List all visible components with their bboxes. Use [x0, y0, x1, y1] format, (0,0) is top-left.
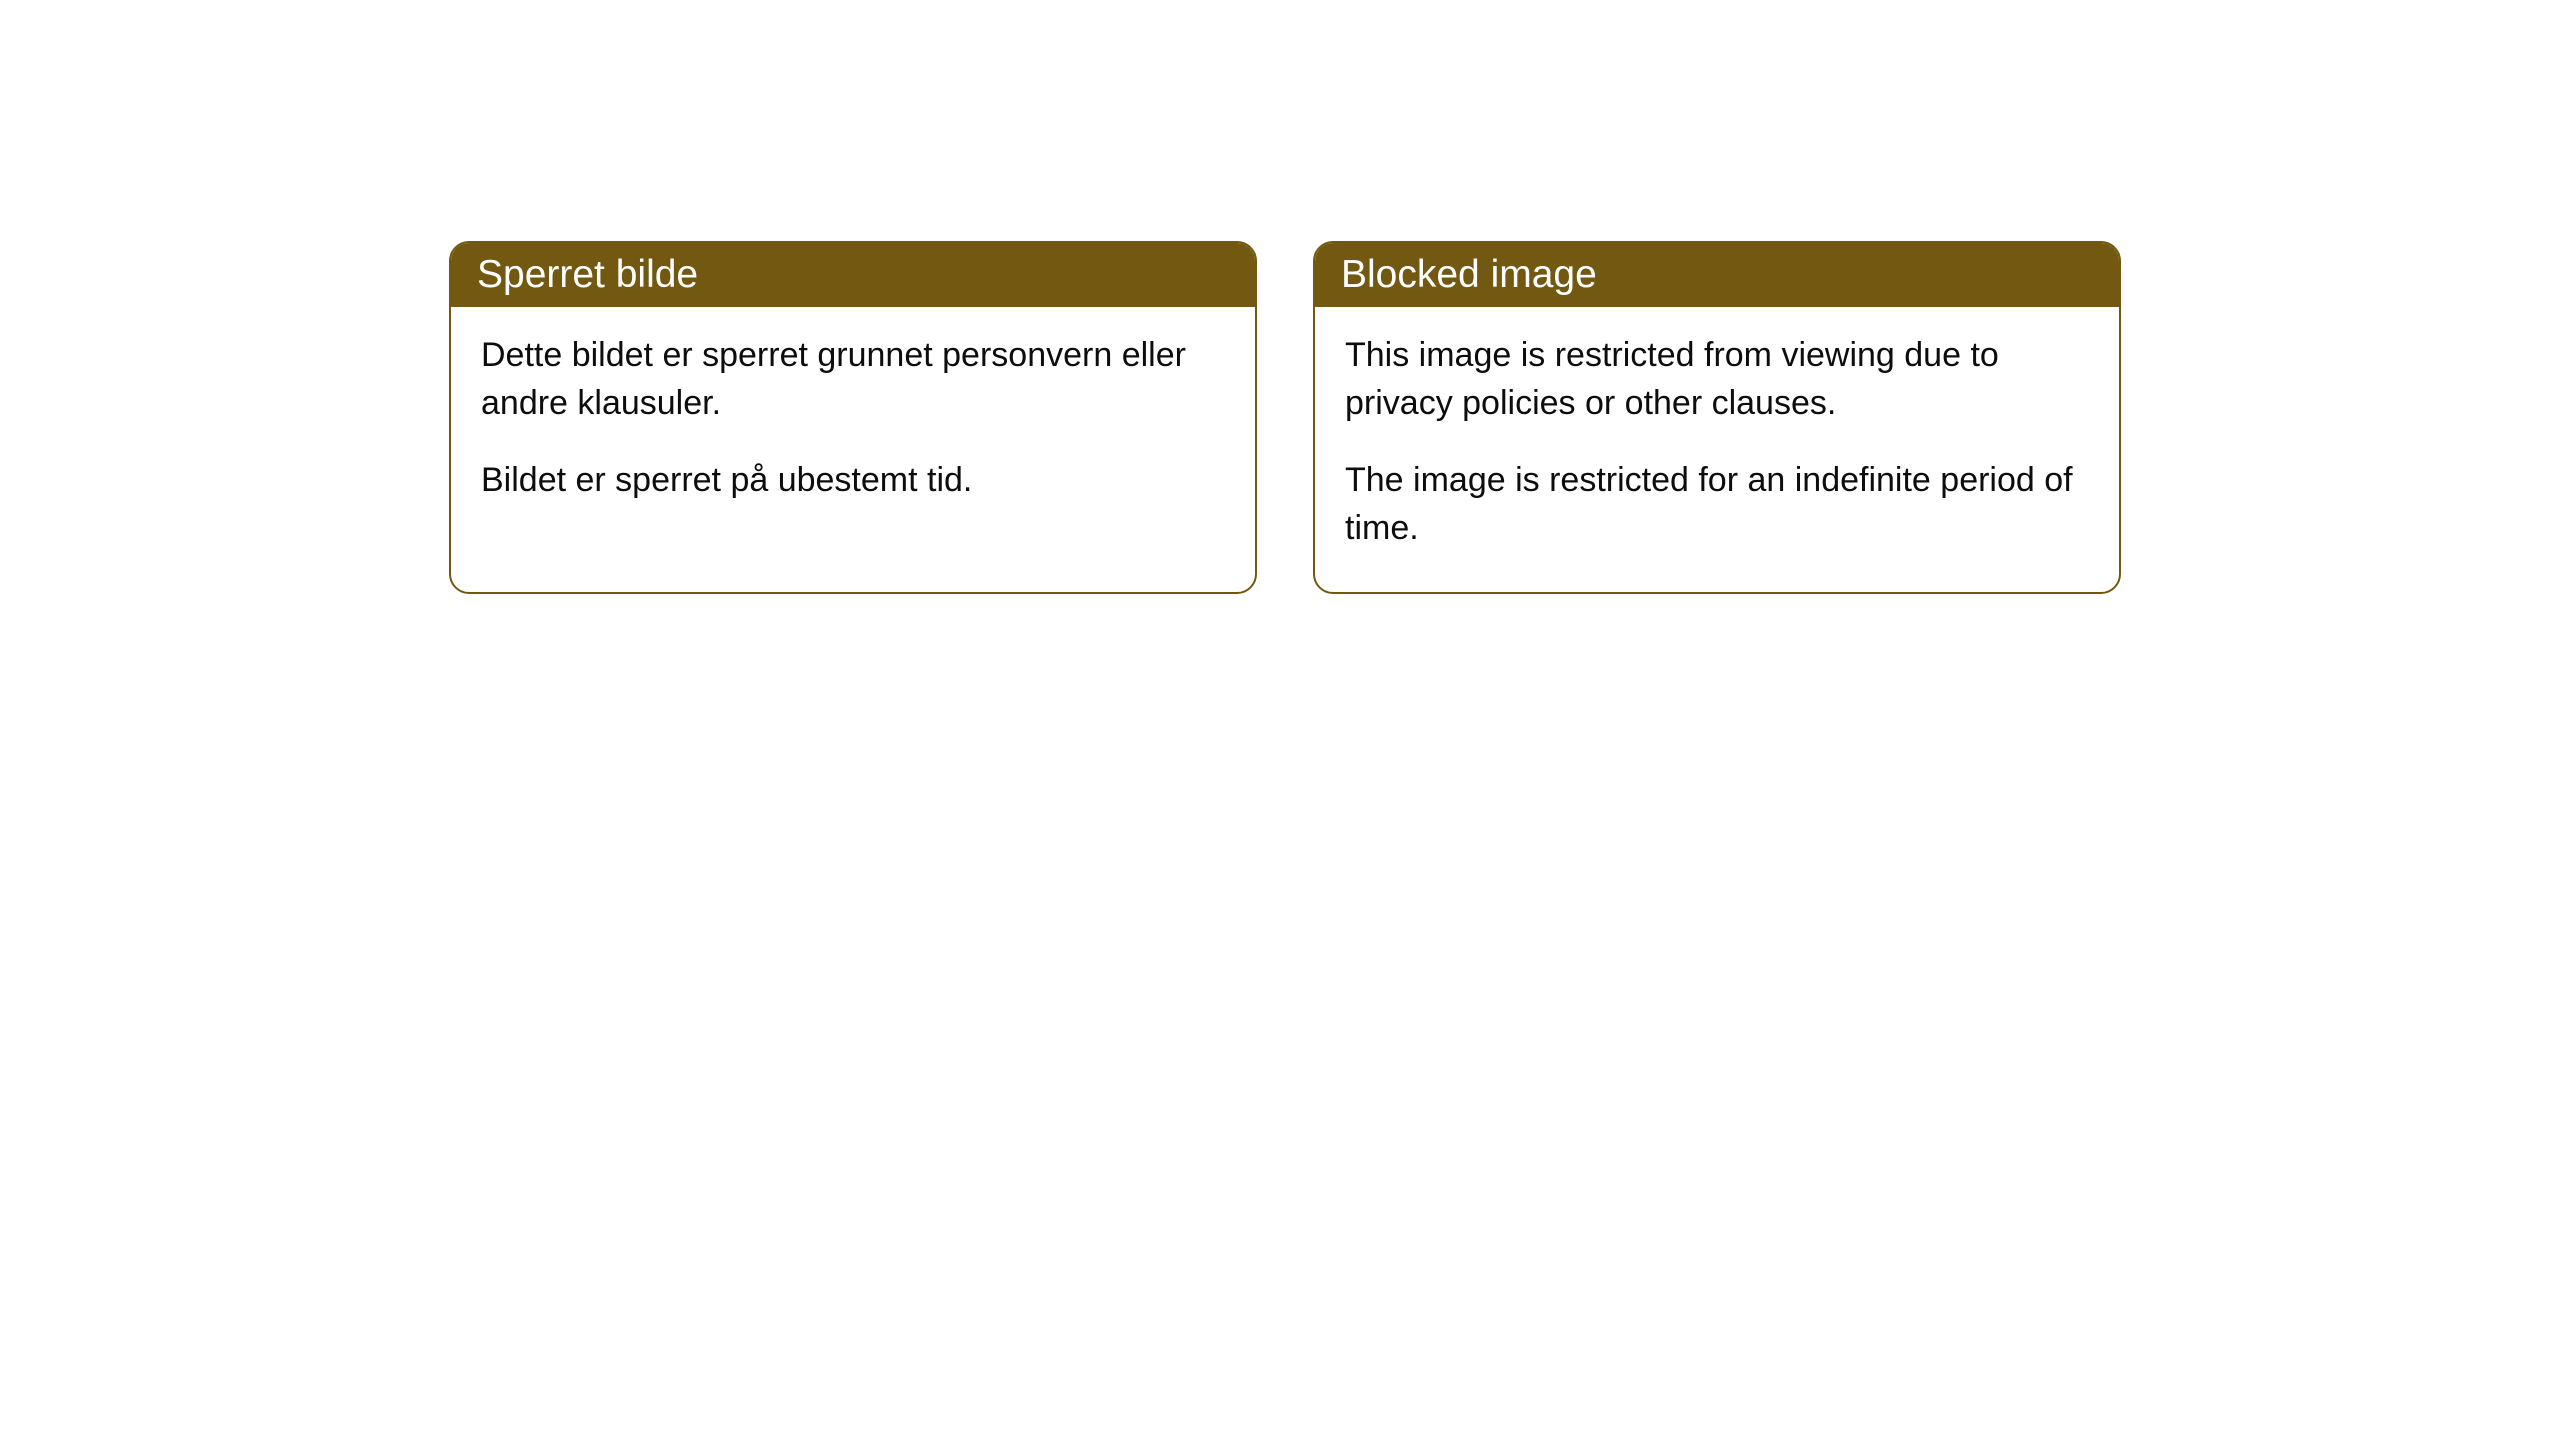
card-paragraph: This image is restricted from viewing du…	[1345, 331, 2089, 428]
card-norwegian: Sperret bilde Dette bildet er sperret gr…	[449, 241, 1257, 594]
card-paragraph: The image is restricted for an indefinit…	[1345, 456, 2089, 553]
card-english: Blocked image This image is restricted f…	[1313, 241, 2121, 594]
card-header-english: Blocked image	[1315, 243, 2119, 307]
card-body-norwegian: Dette bildet er sperret grunnet personve…	[451, 307, 1255, 544]
card-header-norwegian: Sperret bilde	[451, 243, 1255, 307]
card-paragraph: Dette bildet er sperret grunnet personve…	[481, 331, 1225, 428]
cards-container: Sperret bilde Dette bildet er sperret gr…	[0, 0, 2560, 594]
card-body-english: This image is restricted from viewing du…	[1315, 307, 2119, 592]
card-paragraph: Bildet er sperret på ubestemt tid.	[481, 456, 1225, 504]
